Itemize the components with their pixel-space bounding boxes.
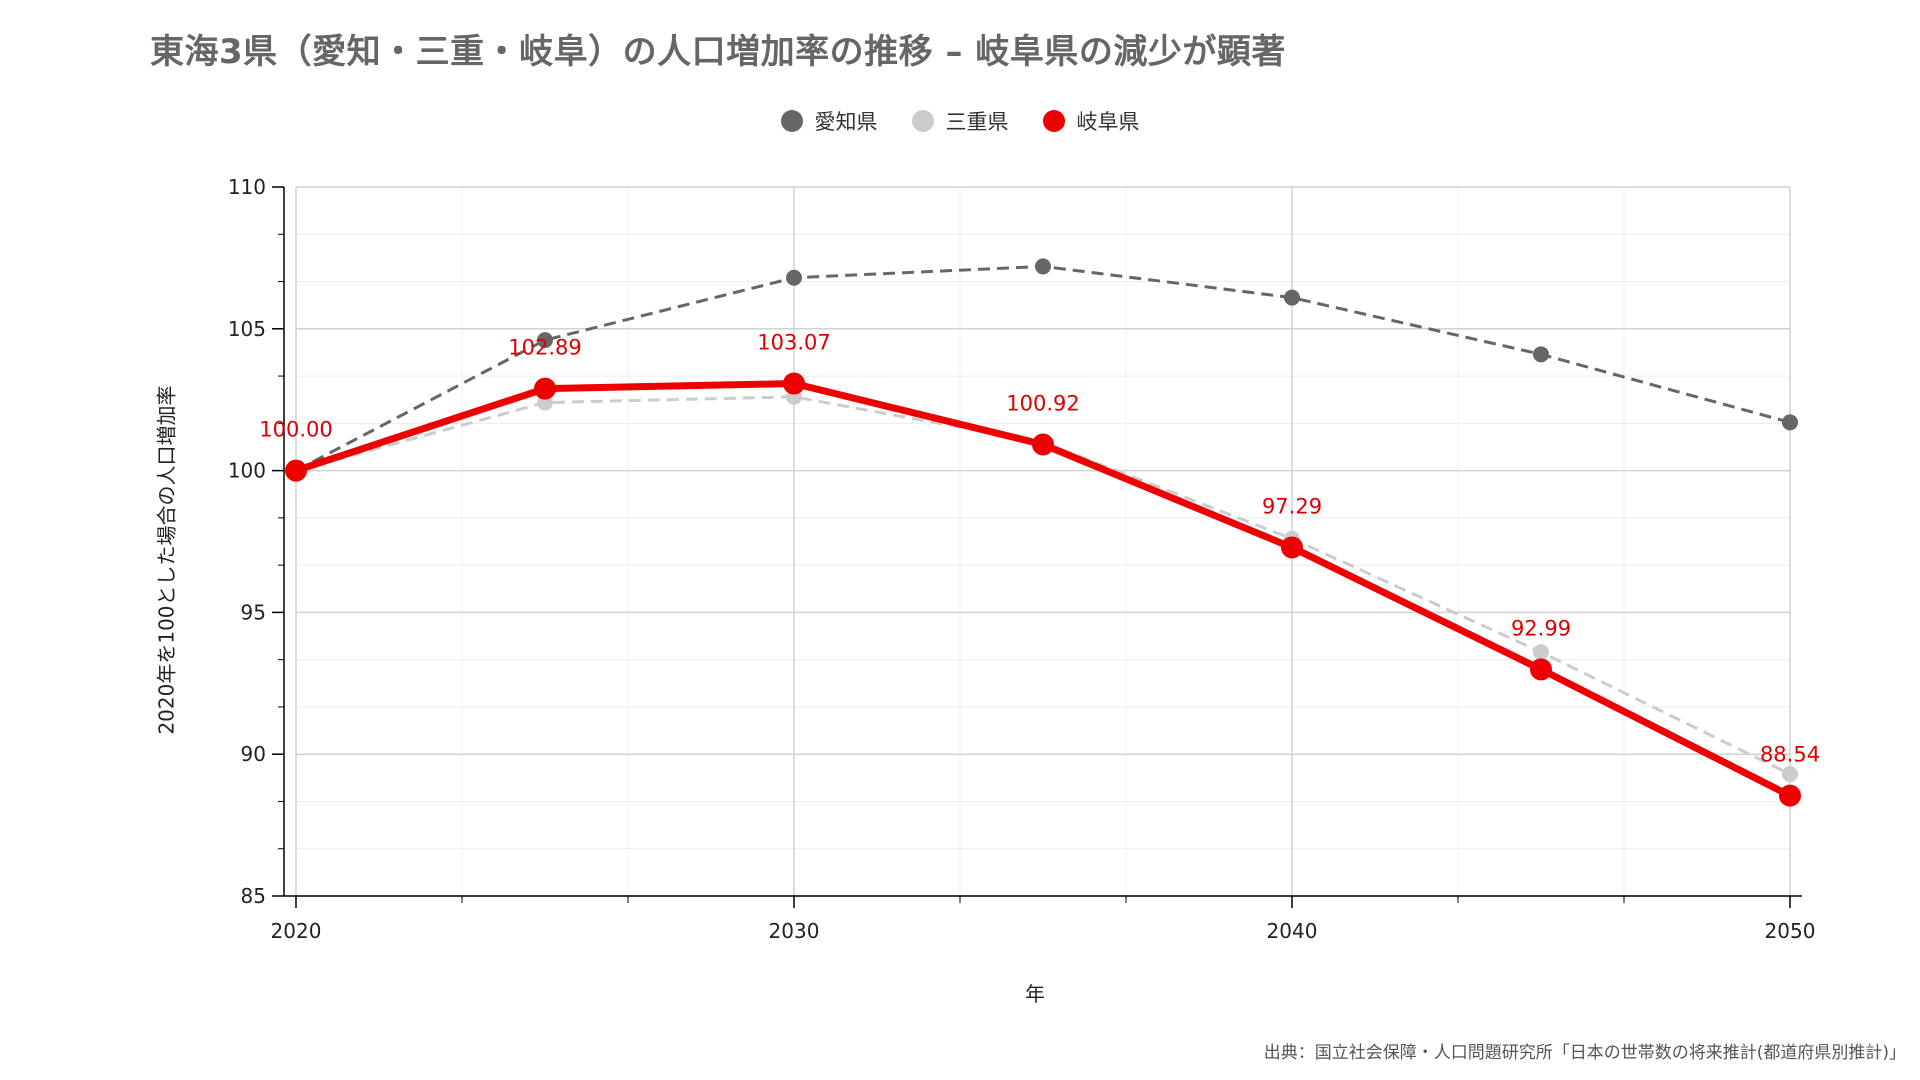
- data-label-gifu: 88.54: [1760, 743, 1820, 767]
- data-label-gifu: 97.29: [1262, 494, 1322, 518]
- data-point-gifu: [1281, 536, 1303, 559]
- y-tick-label: 110: [228, 175, 266, 199]
- x-tick-label: 2040: [1267, 919, 1318, 943]
- x-tick-label: 2030: [769, 919, 820, 943]
- y-tick-label: 85: [241, 884, 266, 908]
- data-point-mie: [1782, 766, 1798, 783]
- data-point-aichi: [1284, 289, 1300, 306]
- y-tick-label: 100: [228, 459, 266, 483]
- legend-label-aichi: 愛知県: [814, 110, 878, 134]
- legend-marker-gifu: [1042, 110, 1065, 132]
- y-tick-label: 95: [241, 600, 266, 624]
- legend-item-mie[interactable]: 三重県: [911, 106, 1009, 136]
- data-point-aichi: [1782, 414, 1798, 431]
- data-point-aichi: [1035, 258, 1051, 275]
- legend-item-gifu[interactable]: 岐阜県: [1042, 106, 1140, 136]
- y-tick-label: 90: [241, 742, 266, 766]
- legend-marker-mie: [911, 110, 934, 132]
- x-axis-label: 年: [1025, 982, 1045, 1006]
- data-point-gifu: [783, 372, 805, 395]
- data-label-gifu: 100.92: [1006, 392, 1079, 416]
- legend: 愛知県 三重県 岐阜県: [0, 106, 1920, 136]
- data-point-mie: [1533, 644, 1549, 661]
- data-point-gifu: [285, 459, 307, 482]
- legend-label-mie: 三重県: [945, 110, 1009, 134]
- data-point-gifu: [1032, 433, 1054, 456]
- data-point-aichi: [786, 269, 802, 286]
- source-note: 出典：国立社会保障・人口問題研究所「日本の世帯数の将来推計(都道府県別推計)」: [1263, 1043, 1906, 1063]
- y-axis-label: 2020年を100とした場合の人口増加率: [154, 385, 179, 735]
- x-tick-label: 2020: [271, 919, 322, 943]
- data-point-aichi: [1533, 346, 1549, 363]
- chart-title: 東海3県（愛知・三重・岐阜）の人口増加率の推移 – 岐阜県の減少が顕著: [150, 32, 1286, 72]
- data-point-gifu: [1779, 784, 1801, 807]
- data-point-gifu: [1530, 658, 1552, 681]
- data-label-gifu: 100.00: [259, 418, 332, 442]
- data-label-gifu: 92.99: [1511, 616, 1571, 640]
- legend-label-gifu: 岐阜県: [1076, 110, 1140, 134]
- x-tick-label: 2050: [1765, 919, 1816, 943]
- data-point-aichi: [537, 332, 553, 349]
- y-tick-label: 105: [228, 317, 266, 341]
- data-label-gifu: 102.89: [508, 336, 581, 360]
- legend-item-aichi[interactable]: 愛知県: [780, 106, 878, 136]
- legend-marker-aichi: [780, 110, 803, 132]
- data-point-gifu: [534, 377, 556, 400]
- data-label-gifu: 103.07: [757, 331, 830, 355]
